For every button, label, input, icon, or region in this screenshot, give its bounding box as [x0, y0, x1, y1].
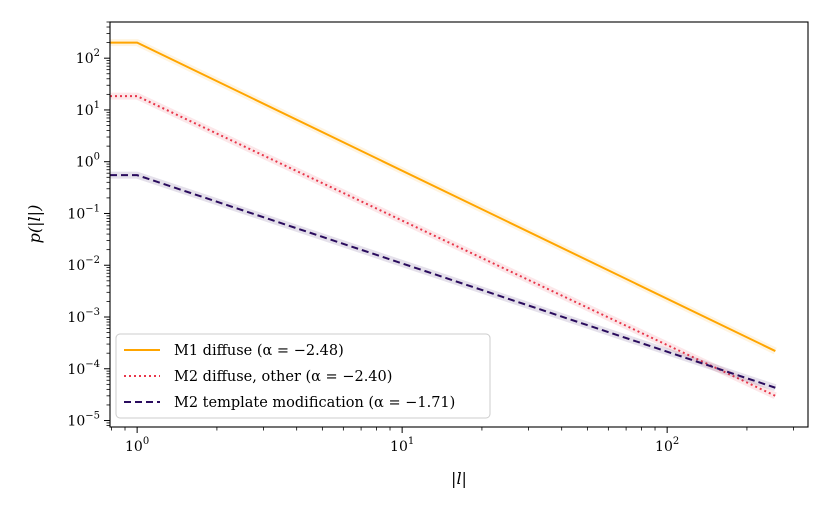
y-tick-label-base: 10 [67, 414, 85, 430]
y-tick-label: 10−2 [67, 255, 100, 274]
series-line-1 [110, 41, 776, 352]
x-tick-label-exponent: 2 [673, 436, 679, 447]
legend-label-1: M1 diffuse (α = −2.48) [174, 343, 344, 359]
y-tick-label-exponent: −4 [85, 359, 100, 370]
plot-frame [109, 21, 809, 428]
y-tick-label-base: 10 [76, 155, 94, 171]
y-tick-label-exponent: −5 [85, 411, 100, 422]
x-tick-label-base: 10 [125, 439, 143, 455]
series-line-3 [110, 174, 776, 389]
y-tick-label-exponent: −2 [85, 255, 100, 266]
y-tick-label-exponent: 2 [94, 48, 100, 59]
y-tick-label: 10−5 [67, 411, 100, 430]
x-ticks: 100 101 102 [111, 427, 794, 455]
y-tick-label: 102 [76, 48, 100, 67]
y-tick-label-base: 10 [67, 206, 85, 222]
legend: M1 diffuse (α = −2.48) M2 diffuse, other … [115, 333, 491, 419]
legend-label-2: M2 diffuse, other (α = −2.40) [174, 369, 392, 385]
y-tick-label-base: 10 [67, 362, 85, 378]
series-layer [110, 39, 777, 399]
x-tick-label-base: 10 [655, 439, 673, 455]
legend-label-3: M2 template modification (α = −1.71) [174, 395, 455, 411]
series-band-2 [110, 92, 777, 399]
x-tick-label-base: 10 [390, 439, 408, 455]
x-tick-label: 101 [390, 436, 414, 455]
y-tick-label-exponent: 1 [94, 100, 100, 111]
x-axis-label: |l| [451, 469, 467, 488]
x-tick-label-exponent: 0 [143, 436, 149, 447]
y-tick-label: 10−4 [67, 359, 100, 378]
y-tick-label: 10−1 [67, 203, 100, 222]
y-tick-label: 101 [76, 100, 100, 119]
y-axis-label: p(|l|) [25, 205, 44, 244]
legend-box [115, 333, 491, 419]
y-tick-label-exponent: −3 [85, 307, 100, 318]
y-tick-label: 100 [76, 152, 100, 171]
y-tick-label-exponent: −1 [85, 203, 100, 214]
y-tick-label-base: 10 [67, 258, 85, 274]
y-tick-label-base: 10 [76, 51, 94, 67]
x-tick-label-exponent: 1 [408, 436, 414, 447]
y-tick-label: 10−3 [67, 307, 100, 326]
x-tick-label: 100 [125, 436, 149, 455]
y-tick-label-exponent: 0 [94, 152, 100, 163]
y-tick-label-base: 10 [67, 310, 85, 326]
y-tick-label-base: 10 [76, 103, 94, 119]
x-tick-label: 102 [655, 436, 679, 455]
